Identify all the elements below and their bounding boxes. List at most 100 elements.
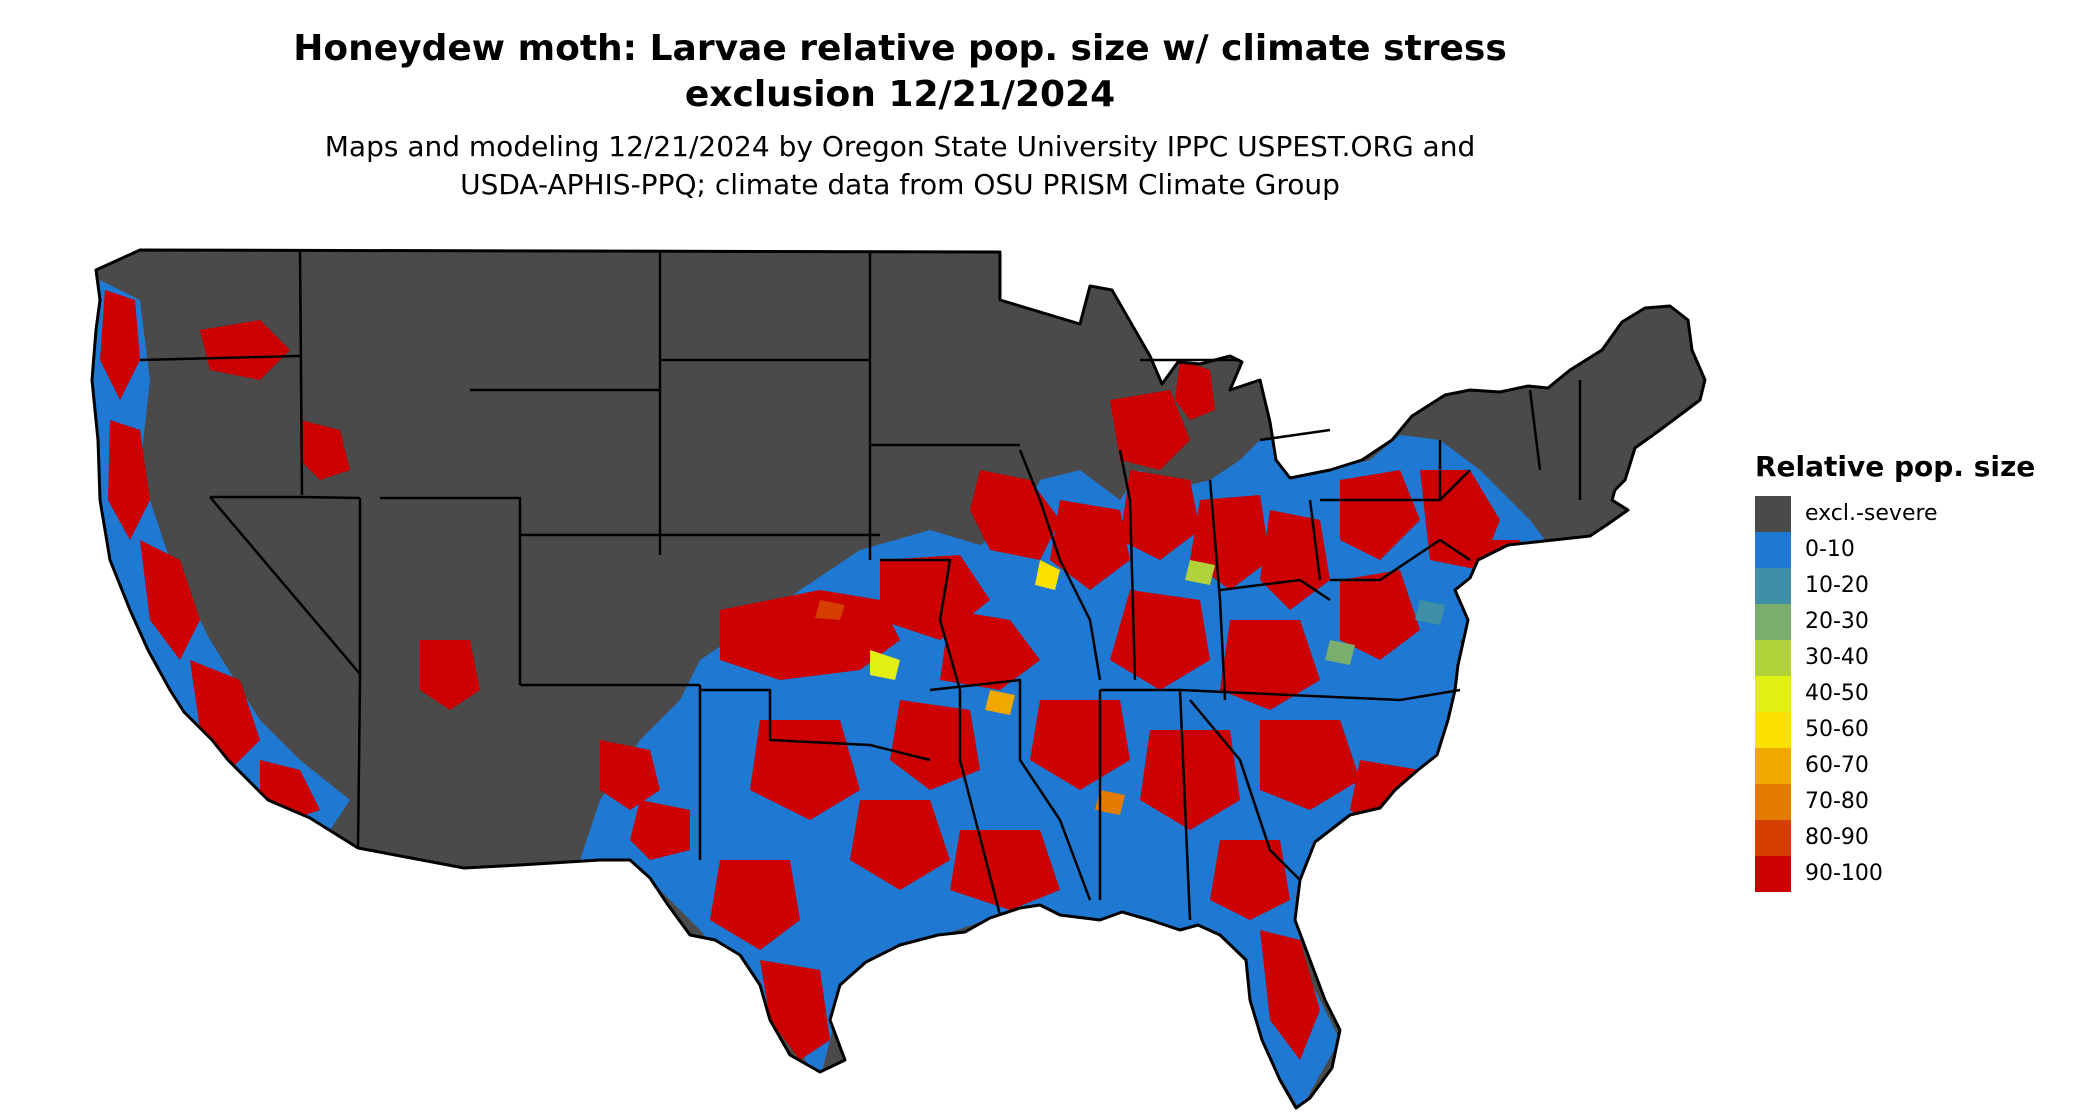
us-map xyxy=(90,248,1707,1110)
legend-label: 60-70 xyxy=(1805,753,1869,778)
legend-label: 80-90 xyxy=(1805,825,1869,850)
legend-swatch xyxy=(1755,604,1791,640)
legend-item: 60-70 xyxy=(1755,748,2085,784)
map-subtitle-line-2: USDA-APHIS-PPQ; climate data from OSU PR… xyxy=(460,168,1340,201)
legend-label: 30-40 xyxy=(1805,645,1869,670)
legend-swatch xyxy=(1755,856,1791,892)
state-border-line xyxy=(1179,688,1461,702)
overlay-fringe xyxy=(1185,560,1215,585)
map-subtitle: Maps and modeling 12/21/2024 by Oregon S… xyxy=(0,128,1800,204)
overlay-red-patch xyxy=(1340,470,1420,560)
legend-label: 10-20 xyxy=(1805,573,1869,598)
legend-item: 50-60 xyxy=(1755,712,2085,748)
overlay-red-patch xyxy=(1260,720,1360,810)
overlay-fringe xyxy=(815,600,845,620)
overlay-fringe xyxy=(870,650,900,680)
overlay-red-patch xyxy=(100,290,140,400)
overlay-red-patch xyxy=(1140,730,1240,830)
legend-swatch xyxy=(1755,784,1791,820)
legend-swatch xyxy=(1755,676,1791,712)
state-border-line xyxy=(1118,449,1137,681)
state-border-line xyxy=(1189,699,1301,881)
overlay-fringe xyxy=(1095,790,1125,815)
state-border-line xyxy=(209,496,361,675)
state-border-line xyxy=(880,558,962,691)
overlay-red-patch xyxy=(190,660,260,770)
legend-title: Relative pop. size xyxy=(1755,450,2036,483)
legend-label: 50-60 xyxy=(1805,717,1869,742)
state-border-line xyxy=(210,495,361,500)
legend-label: 20-30 xyxy=(1805,609,1869,634)
legend-label: 90-100 xyxy=(1805,861,1883,886)
state-border-line xyxy=(356,498,362,849)
national-border xyxy=(90,248,1707,1110)
overlay-red-patch xyxy=(850,800,950,890)
legend-item: 20-30 xyxy=(1755,604,2085,640)
state-border-line xyxy=(1219,578,1331,602)
overlay-red-patch xyxy=(890,700,980,790)
legend-swatch xyxy=(1755,748,1791,784)
overlay-red-patch xyxy=(1110,390,1190,470)
overlay-red-patch xyxy=(760,960,830,1060)
map-title: Honeydew moth: Larvae relative pop. size… xyxy=(0,26,1800,118)
state-border-line xyxy=(380,496,522,685)
legend-item: 80-90 xyxy=(1755,820,2085,856)
overlay-red-patch xyxy=(600,740,660,810)
state-border-line xyxy=(1528,389,1542,471)
overlay-red-patch xyxy=(1220,620,1320,710)
overlay-red-patch xyxy=(720,590,900,680)
overlay-red-patch xyxy=(300,420,350,480)
overlay-red-patch xyxy=(1340,570,1420,660)
overlay-red-patch xyxy=(420,640,480,710)
state-border-line xyxy=(139,354,301,362)
overlay-red-patch xyxy=(630,800,690,860)
legend-item: 30-40 xyxy=(1755,640,2085,676)
state-border-line xyxy=(958,690,1002,916)
legend-swatch xyxy=(1755,496,1791,532)
state-borders xyxy=(139,249,1582,921)
legend-label: 40-50 xyxy=(1805,681,1869,706)
legend: Relative pop. size excl.-severe 0-10 10-20… xyxy=(1755,450,2085,892)
overlay-fringe xyxy=(1035,560,1060,590)
state-border-line xyxy=(1308,499,1322,581)
legend-label: 70-80 xyxy=(1805,789,1869,814)
overlay-red-patch xyxy=(950,830,1060,910)
overlay-red-patch xyxy=(1050,500,1130,590)
state-border-line xyxy=(1330,538,1471,582)
overlay-red-patch xyxy=(1350,760,1420,830)
legend-swatch xyxy=(1755,820,1791,856)
overlay-red-patch xyxy=(710,860,800,950)
overlay-fringe xyxy=(985,690,1015,715)
map-subtitle-line-1: Maps and modeling 12/21/2024 by Oregon S… xyxy=(324,130,1476,163)
legend-item: 40-50 xyxy=(1755,676,2085,712)
legend-label: 0-10 xyxy=(1805,537,1855,562)
us-map-graphic xyxy=(90,248,1707,1110)
legend-swatch xyxy=(1755,568,1791,604)
state-border-line xyxy=(1208,479,1227,701)
overlay-red-patch xyxy=(200,320,290,380)
overlay-red-patch xyxy=(750,720,860,820)
overlay-red-patch xyxy=(1260,930,1320,1060)
state-border-line xyxy=(298,249,304,496)
overlay-red-patch xyxy=(940,610,1040,690)
legend-item: 10-20 xyxy=(1755,568,2085,604)
legend-items: excl.-severe 0-10 10-20 20-30 30-40 40-50 50-6… xyxy=(1755,496,2085,892)
map-title-line-1: Honeydew moth: Larvae relative pop. size… xyxy=(293,28,1507,69)
overlay-fringe xyxy=(1325,640,1355,665)
legend-swatch xyxy=(1755,640,1791,676)
legend-swatch xyxy=(1755,712,1791,748)
overlay-red-patch xyxy=(140,540,200,660)
legend-item: 70-80 xyxy=(1755,784,2085,820)
legend-swatch xyxy=(1755,532,1791,568)
overlay-red-patch xyxy=(1030,700,1130,790)
map-title-line-2: exclusion 12/21/2024 xyxy=(684,74,1116,115)
overlay-red-patch xyxy=(108,420,150,540)
overlay-red-patch xyxy=(1470,540,1540,640)
overlay-red-patch xyxy=(1210,840,1290,920)
overlay-fringe xyxy=(1415,600,1445,625)
overlay-red-patch xyxy=(1260,510,1330,610)
overlay-red-patch xyxy=(1120,470,1200,560)
state-border-line xyxy=(1018,449,1102,681)
state-border-line xyxy=(700,688,931,762)
legend-item: 0-10 xyxy=(1755,532,2085,568)
